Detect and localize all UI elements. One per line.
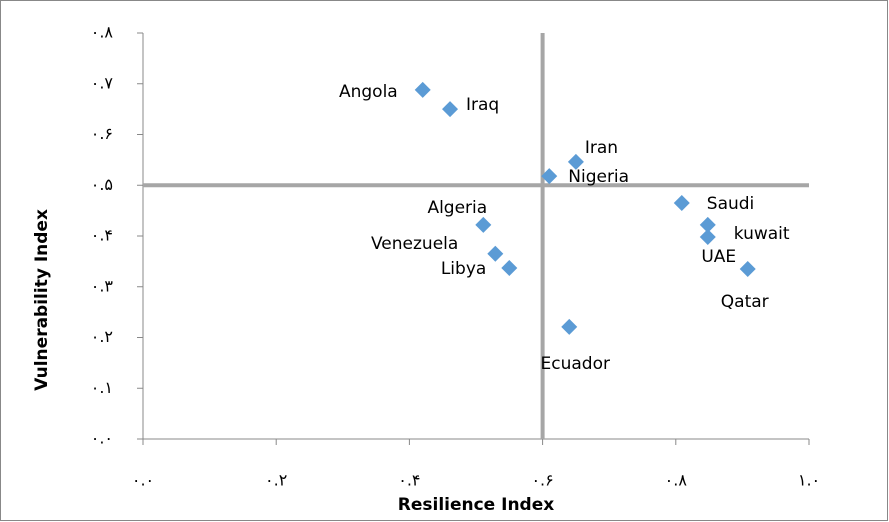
- point: [673, 195, 690, 212]
- point: [567, 153, 584, 170]
- x-tick-label: ۰.۶: [531, 471, 553, 490]
- point: [475, 216, 492, 233]
- point: [699, 229, 716, 246]
- y-tick-label: ۰.۶: [91, 124, 113, 143]
- point: [442, 101, 459, 118]
- point: [414, 81, 431, 98]
- point-label: Nigeria: [568, 167, 629, 187]
- y-tick-label: ۰.۴: [91, 226, 113, 245]
- y-tick-label: ۰.۷: [91, 73, 114, 92]
- point-label: Algeria: [427, 198, 487, 218]
- point: [541, 168, 558, 185]
- y-tick-label: ۰.۰: [91, 429, 113, 448]
- point: [501, 259, 518, 276]
- point: [699, 216, 716, 233]
- x-tick-label: ۰.۴: [398, 471, 420, 490]
- point-label: Saudi: [707, 194, 755, 214]
- x-tick-label: ۰.۲: [265, 471, 287, 490]
- y-tick-label: ۰.۲: [91, 327, 113, 346]
- point-label: Ecuador: [541, 354, 610, 374]
- point-label: Qatar: [721, 292, 769, 312]
- x-tick-label: ۰.۸: [665, 471, 688, 490]
- y-tick-label: ۰.۳: [91, 276, 114, 295]
- point-label: Venezuela: [371, 234, 458, 254]
- point-label: kuwait: [734, 224, 790, 244]
- y-tick-label: ۰.۱: [91, 378, 113, 397]
- point: [739, 260, 756, 277]
- x-axis-title: Resilience Index: [398, 495, 555, 515]
- x-tick-label: ۰.۰: [132, 471, 154, 490]
- x-tick-label: ۱.۰: [798, 471, 820, 490]
- point: [561, 318, 578, 335]
- y-axis-title: Vulnerability Index: [32, 209, 52, 391]
- point: [487, 245, 504, 262]
- point-label: Iran: [585, 138, 618, 158]
- y-tick-label: ۰.۵: [91, 175, 113, 194]
- point-label: Iraq: [466, 95, 499, 115]
- point-label: Libya: [441, 259, 486, 279]
- y-tick-label: ۰.۸: [91, 23, 114, 42]
- point-label: UAE: [701, 247, 736, 267]
- point-label: Angola: [339, 82, 398, 102]
